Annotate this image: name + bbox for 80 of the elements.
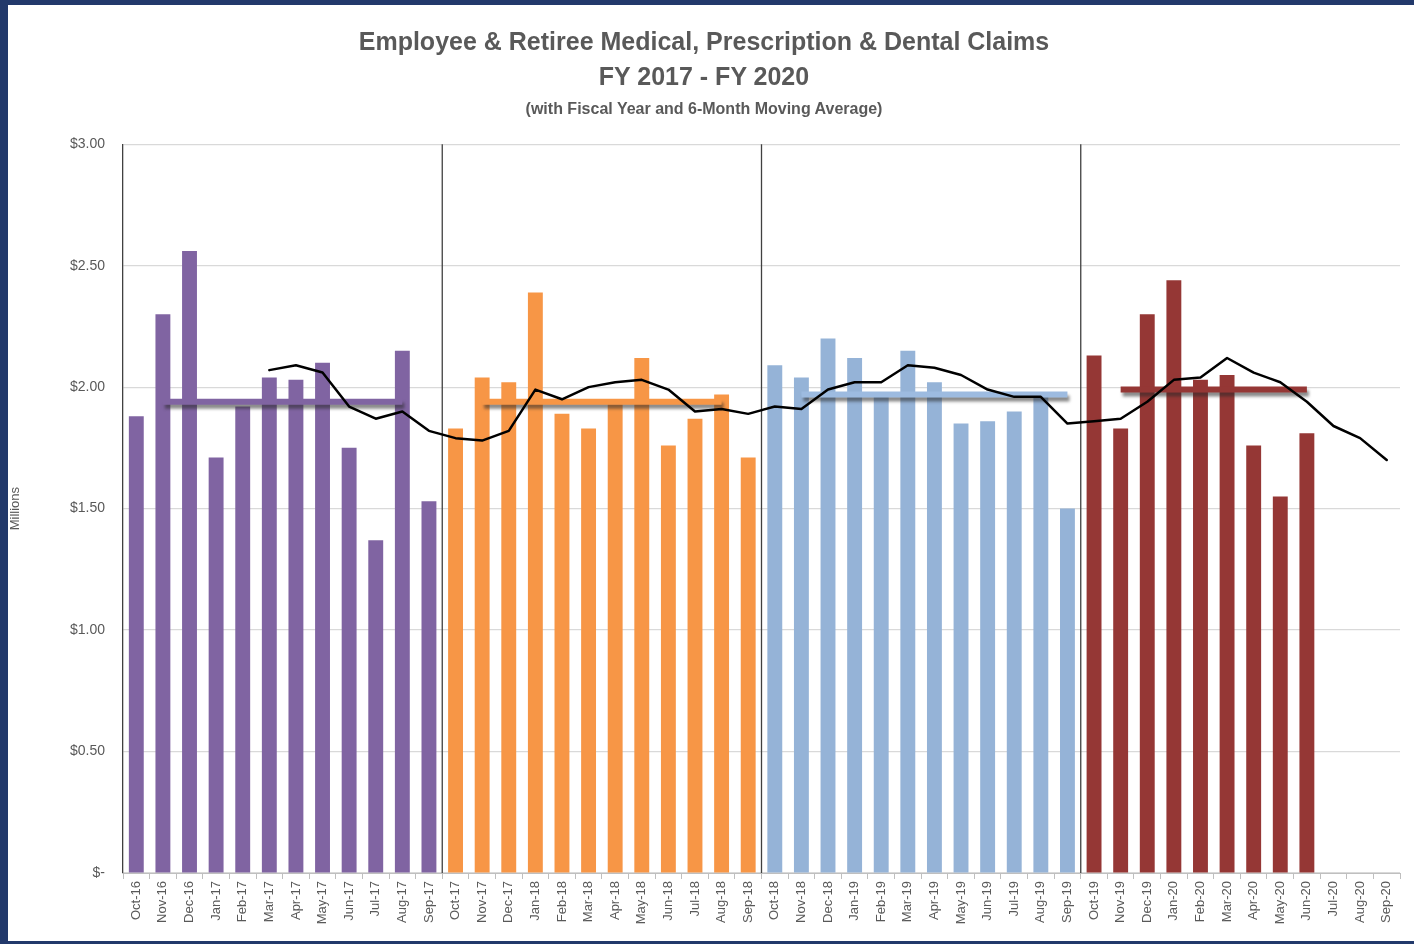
x-tick-label: Oct-17	[447, 881, 463, 921]
x-tick-label: Apr-18	[606, 881, 622, 921]
x-tick-label: Sep-20	[1378, 881, 1394, 923]
x-tick-label: Dec-17	[500, 881, 516, 923]
x-tick-label: Apr-17	[287, 881, 303, 921]
y-tick-label: $1.00	[69, 620, 106, 637]
x-tick-label: Apr-20	[1245, 881, 1261, 921]
bar	[341, 447, 357, 873]
y-tick-label: $2.00	[69, 377, 106, 394]
y-tick-label: $0.50	[69, 742, 106, 759]
chart-title: Employee & Retiree Medical, Prescription & Dental Claims FY 2017 - FY 2020	[358, 27, 1050, 91]
x-tick-label: May-20	[1271, 881, 1287, 925]
bar	[767, 365, 783, 873]
bar	[581, 428, 597, 873]
bar	[235, 406, 251, 873]
x-tick-label: Sep-18	[739, 881, 755, 923]
x-tick-label: Jul-18	[686, 881, 702, 917]
x-tick-label: Aug-17	[393, 881, 409, 923]
bar	[128, 416, 144, 873]
chart-subtitle: (with Fiscal Year and 6-Month Moving Average)	[525, 100, 883, 118]
x-tick-label: Sep-19	[1059, 881, 1075, 923]
y-axis-title: Millions	[7, 486, 23, 531]
x-tick-label: Mar-17	[260, 881, 276, 923]
bar	[1060, 508, 1075, 873]
x-tick-label: Dec-19	[1138, 881, 1154, 923]
x-tick-label: Dec-16	[181, 881, 197, 923]
y-tick-label: $2.50	[69, 256, 106, 273]
bar	[448, 428, 463, 873]
bar	[421, 501, 437, 873]
x-tick-label: Oct-19	[1085, 881, 1101, 921]
y-tick-label: $1.50	[69, 499, 106, 516]
x-tick-label: Sep-17	[420, 881, 436, 923]
bar	[208, 457, 224, 873]
x-tick-label: Jun-19	[979, 881, 995, 921]
bar	[740, 457, 756, 873]
bar	[554, 413, 570, 873]
x-tick-label: Jun-18	[659, 881, 675, 921]
x-tick-label: Jul-19	[1005, 881, 1021, 917]
x-tick-label: Jul-17	[367, 881, 383, 917]
x-tick-label: Jan-17	[207, 881, 223, 921]
x-tick-label: Apr-19	[926, 881, 942, 921]
x-tick-label: Jan-19	[846, 881, 862, 921]
bar	[1272, 496, 1288, 873]
bar	[1086, 355, 1102, 873]
y-tick-label: $3.00	[69, 135, 106, 152]
x-tick-label: Feb-18	[553, 881, 569, 923]
x-tick-label: Feb-20	[1192, 881, 1208, 923]
x-tick-label: Aug-20	[1351, 881, 1367, 923]
x-tick-label: Aug-18	[713, 881, 729, 923]
x-tick-label: Oct-18	[766, 881, 782, 921]
x-tick-label: Nov-18	[792, 881, 808, 923]
x-tick-label: Jun-17	[340, 881, 356, 921]
bar	[953, 423, 969, 873]
bar	[1246, 445, 1262, 873]
x-tick-label: Oct-16	[127, 881, 143, 921]
x-tick-label: Jun-20	[1298, 881, 1314, 921]
bar	[368, 540, 384, 873]
bar	[980, 421, 996, 873]
x-tick-label: Mar-19	[899, 881, 915, 923]
x-tick-label: Feb-19	[872, 881, 888, 923]
x-tick-label: May-19	[952, 881, 968, 925]
x-tick-label: Mar-18	[580, 881, 596, 923]
bar	[1299, 433, 1315, 873]
bar	[1006, 411, 1022, 873]
x-tick-label: May-18	[633, 881, 649, 925]
x-tick-label: Jan-20	[1165, 881, 1181, 921]
x-tick-label: Dec-18	[819, 881, 835, 923]
bar	[1113, 428, 1129, 873]
x-tick-label: Mar-20	[1218, 881, 1234, 923]
x-tick-label: Feb-17	[234, 881, 250, 923]
bar	[660, 445, 676, 873]
x-tick-label: May-17	[314, 881, 330, 925]
x-tick-label: Nov-16	[154, 881, 170, 923]
x-tick-label: Jul-20	[1325, 881, 1341, 917]
bar	[687, 418, 703, 873]
x-tick-label: Nov-17	[473, 881, 489, 923]
x-tick-label: Nov-19	[1112, 881, 1128, 923]
x-tick-label: Jan-18	[526, 881, 542, 921]
x-tick-label: Aug-19	[1032, 881, 1048, 923]
y-tick-label: $-	[92, 863, 106, 880]
